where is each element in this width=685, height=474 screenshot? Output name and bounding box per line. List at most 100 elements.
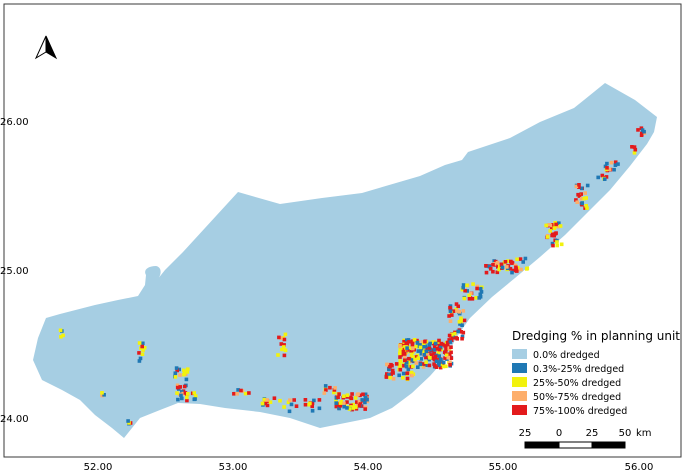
planning-unit-cell [475, 284, 480, 289]
planning-unit-cell [294, 404, 299, 408]
planning-unit-cell [390, 368, 395, 373]
planning-unit-cell [457, 310, 461, 314]
planning-unit-cell [282, 405, 286, 409]
planning-unit-cell [358, 393, 362, 398]
planning-unit-cell [407, 356, 411, 361]
planning-unit-cell [435, 347, 440, 351]
planning-unit-cell [461, 285, 465, 290]
planning-unit-cell [433, 364, 437, 368]
planning-unit-cell [488, 267, 493, 271]
planning-unit-cell [579, 192, 583, 196]
planning-unit-cell [418, 362, 423, 367]
planning-unit-cell [505, 265, 509, 269]
planning-unit-cell [277, 335, 281, 340]
planning-unit-cell [419, 351, 424, 356]
gulf-water-body [33, 83, 657, 438]
planning-unit-cell [460, 334, 465, 339]
planning-unit-cell [437, 343, 442, 348]
planning-unit-cell [583, 206, 587, 210]
planning-unit-cell [449, 338, 454, 342]
planning-unit-cell [448, 340, 453, 344]
planning-unit-cell [418, 343, 422, 347]
planning-unit-cell [175, 391, 179, 395]
planning-unit-cell [405, 376, 410, 381]
planning-unit-cell [410, 342, 415, 347]
planning-unit-cell [398, 355, 402, 359]
planning-unit-cell [422, 353, 427, 357]
planning-unit-cell [424, 360, 428, 364]
planning-unit-cell [59, 335, 63, 339]
planning-unit-cell [391, 377, 396, 381]
planning-unit-cell [604, 175, 609, 179]
x-tick-label: 54.00 [354, 462, 383, 473]
planning-unit-cell [636, 128, 640, 132]
planning-unit-cell [447, 352, 452, 356]
planning-unit-cell [418, 345, 423, 350]
planning-unit-cell [100, 391, 104, 395]
planning-unit-cell [639, 126, 644, 130]
planning-unit-cell [444, 347, 448, 352]
planning-unit-cell [448, 305, 452, 310]
planning-unit-cell [545, 235, 550, 239]
planning-unit-cell [185, 395, 189, 400]
planning-unit-cell [416, 349, 421, 353]
planning-unit-cell [467, 293, 471, 298]
planning-unit-cell [185, 398, 189, 403]
planning-unit-cell [406, 360, 411, 364]
planning-unit-cell [345, 406, 349, 410]
planning-unit-cell [421, 365, 426, 369]
planning-unit-cell [458, 322, 462, 326]
legend-item-label: 50%-75% dredged [533, 392, 621, 403]
planning-unit-cell [387, 373, 391, 377]
planning-unit-cell [402, 339, 406, 344]
planning-unit-cell [547, 223, 552, 227]
planning-unit-cell [235, 392, 239, 396]
x-tick-label: 55.00 [489, 462, 518, 473]
planning-unit-cell [559, 242, 564, 247]
planning-unit-cell [192, 391, 196, 395]
planning-unit-cell [286, 400, 291, 404]
planning-unit-cell [470, 297, 475, 301]
planning-unit-cell [500, 265, 505, 270]
planning-unit-cell [182, 368, 186, 373]
planning-unit-cell [409, 353, 414, 358]
planning-unit-cell [102, 393, 106, 397]
planning-unit-cell [496, 265, 500, 269]
planning-unit-cell [513, 263, 518, 268]
planning-unit-cell [478, 292, 483, 297]
planning-unit-cell [451, 309, 456, 313]
planning-unit-cell [351, 406, 356, 410]
legend-item-label: 75%-100% dredged [533, 406, 627, 417]
planning-unit-cell [355, 400, 359, 404]
planning-unit-cell [173, 375, 178, 379]
planning-unit-cell [439, 358, 443, 362]
planning-unit-cell [574, 198, 578, 202]
planning-unit-cell [427, 363, 432, 368]
planning-unit-cell [454, 302, 459, 306]
planning-unit-cell [361, 392, 365, 397]
legend-item: 75%-100% dredged [512, 405, 627, 417]
planning-unit-cell [184, 377, 189, 382]
planning-unit-cell [551, 232, 555, 237]
planning-unit-cell [442, 350, 447, 354]
planning-unit-cell [525, 266, 530, 271]
planning-unit-cell [433, 341, 438, 346]
planning-unit-cell [345, 393, 350, 397]
planning-unit-cell [247, 391, 251, 395]
planning-unit-cell [351, 402, 355, 407]
planning-unit-cell [445, 340, 450, 345]
planning-unit-cell [410, 339, 415, 343]
planning-unit-cell [430, 340, 434, 344]
planning-unit-cell [445, 342, 450, 347]
planning-unit-cell [303, 402, 308, 407]
planning-unit-cell [441, 364, 446, 369]
planning-unit-cell [416, 356, 420, 360]
planning-unit-cell [398, 348, 402, 352]
planning-unit-cell [575, 200, 579, 204]
planning-unit-cell [454, 336, 459, 340]
planning-unit-cell [282, 343, 286, 347]
planning-unit-cell [439, 341, 444, 346]
planning-unit-cell [484, 270, 489, 275]
planning-unit-cell [292, 398, 296, 402]
legend-swatch-4 [512, 405, 527, 415]
